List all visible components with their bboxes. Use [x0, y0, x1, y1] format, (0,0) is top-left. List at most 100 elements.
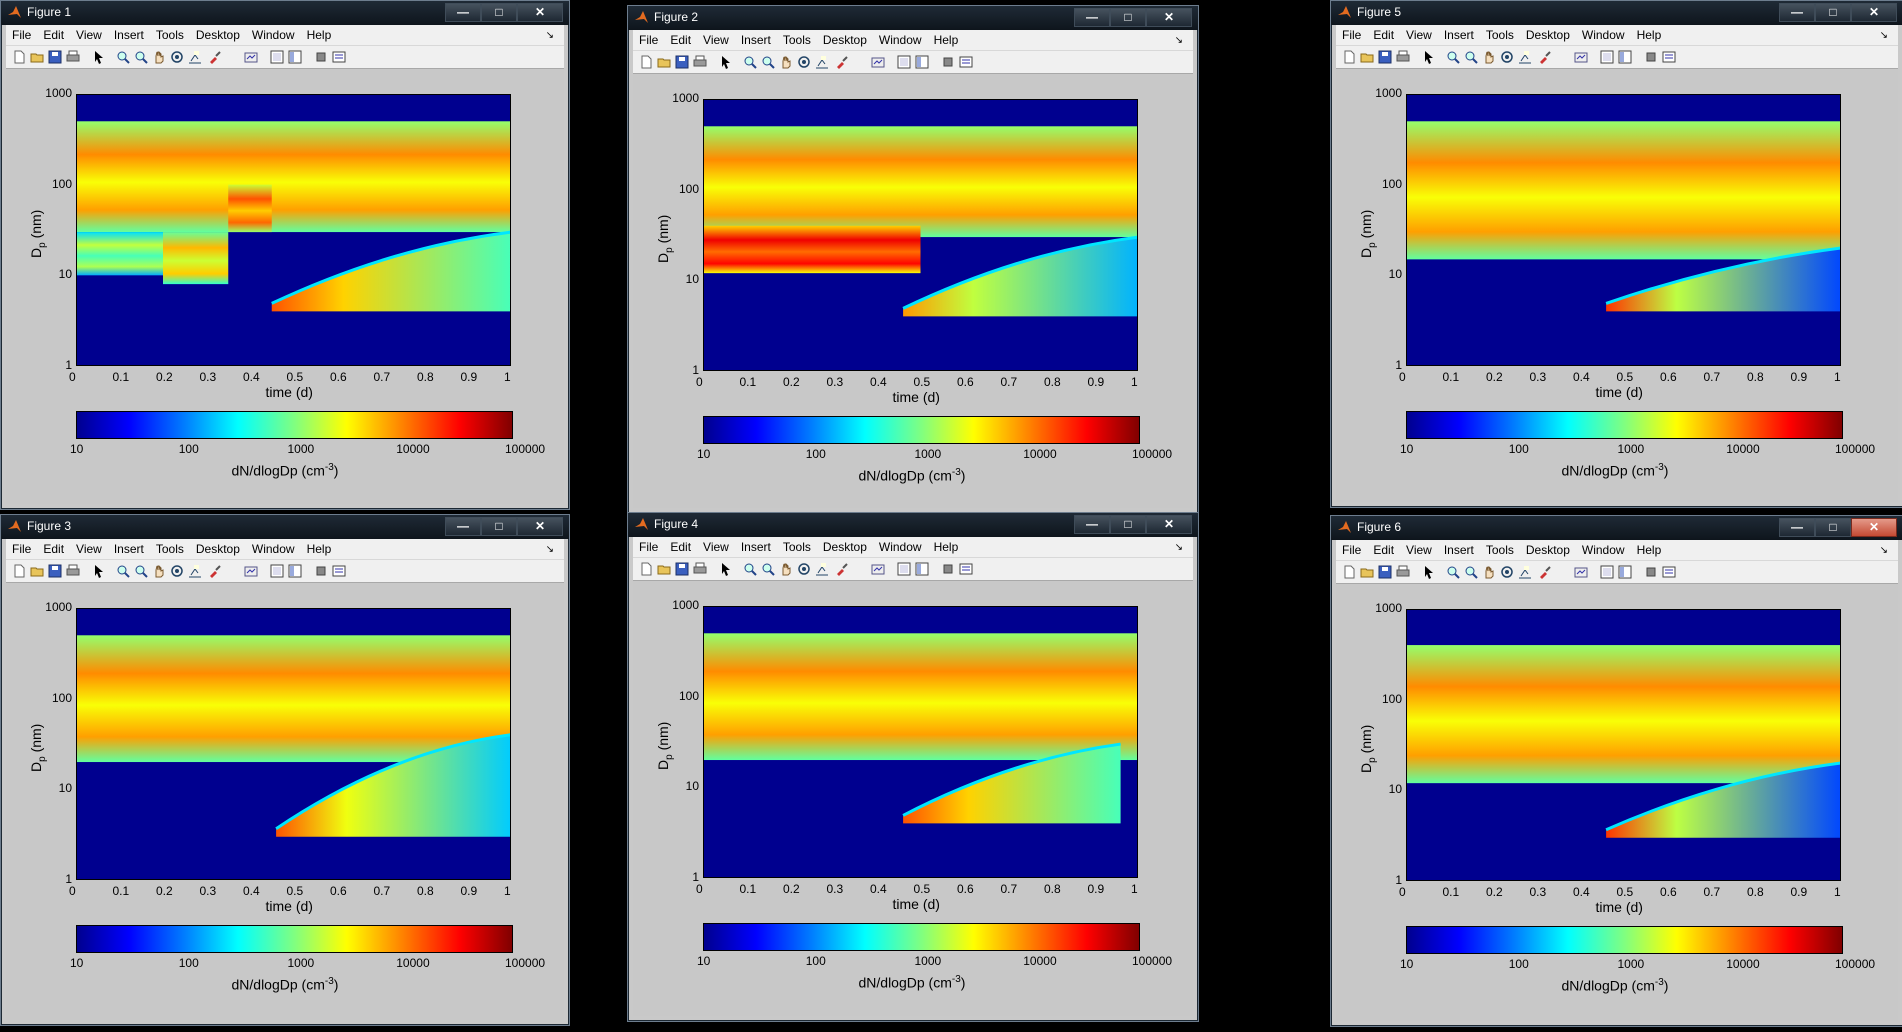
menu-tools[interactable]: Tools — [782, 33, 811, 47]
menu-insert[interactable]: Insert — [113, 542, 144, 556]
pan-icon[interactable] — [1482, 565, 1496, 579]
zoom-in-icon[interactable] — [743, 562, 757, 576]
zoom-in-icon[interactable] — [1446, 565, 1460, 579]
data-cursor-icon[interactable] — [815, 55, 829, 69]
figure-window[interactable]: Figure 3 — □ ✕ File Edit View Insert Tools Deskto… — [0, 514, 570, 1026]
minimize-button[interactable]: — — [1074, 8, 1110, 27]
open-icon[interactable] — [30, 564, 44, 578]
maximize-button[interactable]: □ — [1815, 518, 1851, 537]
menu-window[interactable]: Window — [251, 28, 295, 42]
brush-icon[interactable] — [835, 562, 849, 576]
new-file-icon[interactable] — [1342, 565, 1356, 579]
title-bar[interactable]: Figure 2 — □ ✕ — [628, 6, 1198, 30]
menu-insert[interactable]: Insert — [1443, 28, 1474, 42]
insert-colorbar-icon[interactable] — [314, 50, 328, 64]
print-icon[interactable] — [66, 564, 80, 578]
menu-desktop[interactable]: Desktop — [822, 33, 867, 47]
rotate-icon[interactable] — [797, 562, 811, 576]
menu-tools[interactable]: Tools — [782, 540, 811, 554]
plot-tools-hide-icon[interactable] — [1600, 50, 1614, 64]
menu-desktop[interactable]: Desktop — [195, 28, 240, 42]
plot-tools-hide-icon[interactable] — [270, 564, 284, 578]
colorbar[interactable] — [703, 923, 1140, 951]
menu-help[interactable]: Help — [933, 540, 959, 554]
zoom-in-icon[interactable] — [743, 55, 757, 69]
print-icon[interactable] — [1396, 565, 1410, 579]
plot-tools-hide-icon[interactable] — [897, 562, 911, 576]
dock-icon[interactable]: ↘ — [1174, 35, 1183, 46]
plot-tools-hide-icon[interactable] — [897, 55, 911, 69]
menu-insert[interactable]: Insert — [113, 28, 144, 42]
pan-icon[interactable] — [1482, 50, 1496, 64]
brush-icon[interactable] — [1538, 50, 1552, 64]
save-icon[interactable] — [675, 562, 689, 576]
close-button[interactable]: ✕ — [1851, 3, 1897, 22]
colorbar[interactable] — [76, 411, 513, 439]
insert-legend-icon[interactable] — [332, 50, 346, 64]
menu-window[interactable]: Window — [878, 540, 922, 554]
menu-view[interactable]: View — [1406, 28, 1432, 42]
brush-icon[interactable] — [208, 50, 222, 64]
pointer-icon[interactable] — [1422, 565, 1436, 579]
close-button[interactable]: ✕ — [517, 517, 563, 536]
figure-window[interactable]: Figure 4 — □ ✕ File Edit View Insert Tools Deskto… — [627, 512, 1199, 1022]
data-cursor-icon[interactable] — [1518, 50, 1532, 64]
title-bar[interactable]: Figure 4 — □ ✕ — [628, 513, 1198, 537]
plot-tools-hide-icon[interactable] — [1600, 565, 1614, 579]
insert-colorbar-icon[interactable] — [314, 564, 328, 578]
rotate-icon[interactable] — [797, 55, 811, 69]
link-icon[interactable] — [871, 55, 885, 69]
menu-desktop[interactable]: Desktop — [1525, 543, 1570, 557]
plot-tools-show-icon[interactable] — [1618, 565, 1632, 579]
maximize-button[interactable]: □ — [1815, 3, 1851, 22]
open-icon[interactable] — [30, 50, 44, 64]
new-file-icon[interactable] — [1342, 50, 1356, 64]
colorbar[interactable] — [1406, 411, 1843, 439]
print-icon[interactable] — [66, 50, 80, 64]
plot-tools-show-icon[interactable] — [915, 562, 929, 576]
new-file-icon[interactable] — [12, 564, 26, 578]
menu-file[interactable]: File — [1342, 28, 1362, 42]
close-button[interactable]: ✕ — [1146, 8, 1192, 27]
maximize-button[interactable]: □ — [1110, 8, 1146, 27]
pointer-icon[interactable] — [719, 55, 733, 69]
title-bar[interactable]: Figure 3 — □ ✕ — [1, 515, 569, 539]
rotate-icon[interactable] — [170, 50, 184, 64]
plot-tools-show-icon[interactable] — [288, 564, 302, 578]
menu-tools[interactable]: Tools — [155, 28, 184, 42]
menu-file[interactable]: File — [639, 33, 659, 47]
print-icon[interactable] — [693, 562, 707, 576]
link-icon[interactable] — [244, 50, 258, 64]
menu-file[interactable]: File — [1342, 543, 1362, 557]
menu-desktop[interactable]: Desktop — [195, 542, 240, 556]
menu-desktop[interactable]: Desktop — [1525, 28, 1570, 42]
menu-insert[interactable]: Insert — [740, 33, 771, 47]
data-cursor-icon[interactable] — [188, 564, 202, 578]
open-icon[interactable] — [657, 55, 671, 69]
menu-view[interactable]: View — [703, 540, 729, 554]
save-icon[interactable] — [1378, 565, 1392, 579]
menu-edit[interactable]: Edit — [1373, 543, 1395, 557]
close-button[interactable]: ✕ — [1851, 518, 1897, 537]
link-icon[interactable] — [244, 564, 258, 578]
link-icon[interactable] — [1574, 50, 1588, 64]
menu-tools[interactable]: Tools — [155, 542, 184, 556]
pointer-icon[interactable] — [92, 564, 106, 578]
menu-edit[interactable]: Edit — [43, 542, 65, 556]
rotate-icon[interactable] — [1500, 565, 1514, 579]
zoom-in-icon[interactable] — [1446, 50, 1460, 64]
menu-insert[interactable]: Insert — [740, 540, 771, 554]
insert-colorbar-icon[interactable] — [1644, 565, 1658, 579]
heatmap-plot[interactable] — [1406, 94, 1841, 366]
heatmap-plot[interactable] — [76, 608, 511, 880]
zoom-out-icon[interactable] — [1464, 565, 1478, 579]
save-icon[interactable] — [48, 564, 62, 578]
dock-icon[interactable]: ↘ — [545, 30, 554, 41]
minimize-button[interactable]: — — [1779, 3, 1815, 22]
menu-help[interactable]: Help — [306, 28, 332, 42]
insert-colorbar-icon[interactable] — [941, 562, 955, 576]
pointer-icon[interactable] — [1422, 50, 1436, 64]
brush-icon[interactable] — [835, 55, 849, 69]
new-file-icon[interactable] — [639, 562, 653, 576]
zoom-in-icon[interactable] — [116, 50, 130, 64]
